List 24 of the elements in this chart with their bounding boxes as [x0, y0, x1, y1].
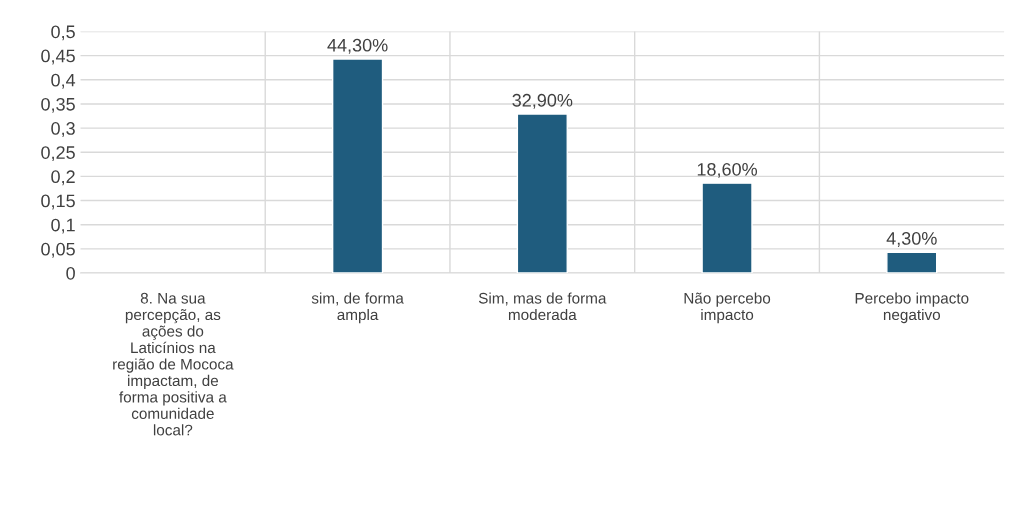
bar: [516, 113, 568, 273]
category-label: 8. Na sua percepção, as ações do Laticínios na região de Mococa impactam, de forma positiva a comunidade local?: [113, 292, 234, 436]
bar: [331, 58, 384, 273]
data-label: 4,30%: [886, 232, 937, 247]
x-tick-label: Sim, mas de forma moderada: [478, 292, 607, 321]
data-label: 44,30%: [327, 38, 388, 54]
y-tick-label: 0,1: [51, 218, 75, 234]
x-tick-label: Percebo impacto negativo: [855, 292, 969, 324]
y-tick-label: 0,2: [51, 170, 75, 186]
y-tick-label: 0,05: [41, 242, 75, 258]
data-label: 32,90%: [512, 93, 573, 109]
y-tick-label: 0,4: [51, 73, 76, 89]
x-tick-label: sim, de forma ampla: [311, 292, 404, 324]
y-tick-label: 0: [66, 266, 75, 280]
y-tick-label: 0,25: [41, 146, 75, 162]
bar: [886, 251, 938, 273]
data-label: 18,60%: [697, 162, 758, 178]
y-tick-label: 0,45: [41, 49, 75, 65]
x-tick-label: Não percebo impacto: [684, 292, 771, 324]
y-tick-label: 0,15: [41, 194, 75, 210]
y-tick-label: 0,5: [51, 25, 75, 41]
bar: [701, 182, 753, 273]
y-tick-label: 0,35: [41, 97, 75, 113]
y-tick-label: 0,3: [51, 122, 75, 137]
